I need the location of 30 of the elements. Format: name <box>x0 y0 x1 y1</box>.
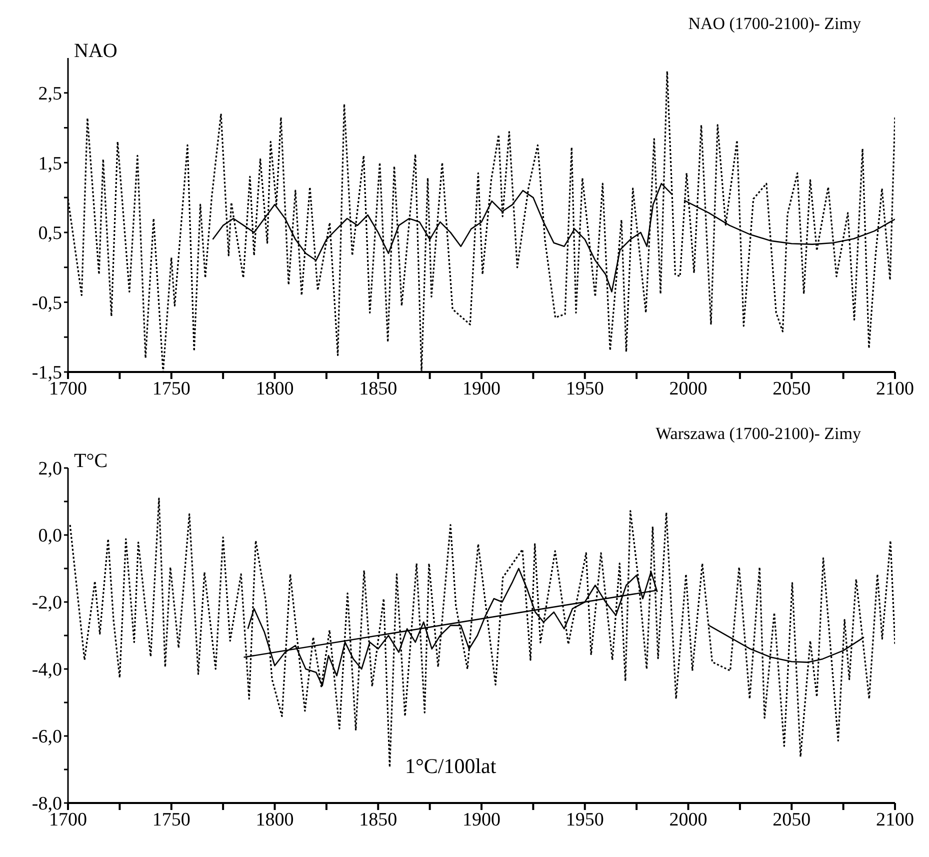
x-tick-label: 1750 <box>152 809 190 830</box>
y-tick-label: -0,5 <box>32 292 62 314</box>
x-tick-label: 1900 <box>462 378 500 400</box>
x-tick-label: 1850 <box>359 809 398 830</box>
x-tick-label: 1950 <box>566 378 604 400</box>
x-tick-label: 2000 <box>669 378 708 400</box>
y-tick-label: -4,0 <box>32 660 62 681</box>
y-tick-label: 1,5 <box>38 153 62 174</box>
x-tick-label: 1900 <box>462 809 500 830</box>
x-tick-label: 1750 <box>152 378 190 400</box>
chart-title: NAO (1700-2100)- Zimy <box>688 14 861 34</box>
x-tick-label: 2100 <box>876 378 914 400</box>
annotation: 1°C/100lat <box>404 754 496 779</box>
x-tick-label: 2050 <box>772 378 811 400</box>
x-tick-label: 1850 <box>359 378 398 400</box>
x-tick-label: 2000 <box>669 809 708 830</box>
x-tick-label: 1800 <box>256 378 294 400</box>
x-tick-label: 1800 <box>256 809 294 830</box>
x-tick-label: 1950 <box>566 809 604 830</box>
chart-title: Warszawa (1700-2100)- Zimy <box>656 424 861 444</box>
y-tick-label: 0,5 <box>38 223 62 244</box>
y-axis-title: NAO <box>74 40 118 63</box>
y-tick-label: 2,5 <box>38 84 62 105</box>
y-tick-label: 0,0 <box>38 526 62 547</box>
y-axis-title: T°C <box>74 450 108 473</box>
y-tick-label: 2,0 <box>38 458 62 480</box>
x-tick-label: 2100 <box>876 809 914 830</box>
y-tick-label: -2,0 <box>32 592 62 614</box>
x-tick-label: 2050 <box>772 809 811 830</box>
y-tick-label: -6,0 <box>32 726 62 748</box>
